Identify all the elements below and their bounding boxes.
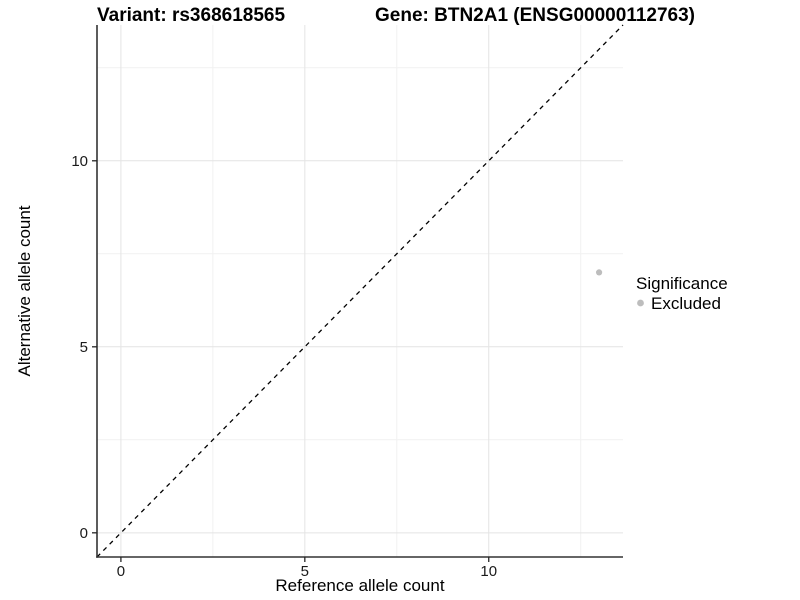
- plot-title-variant: Variant: rs368618565: [97, 5, 285, 26]
- identity-line: [96, 24, 624, 558]
- x-tick-label: 0: [117, 563, 125, 580]
- identity-reference-line: [96, 24, 624, 558]
- data-points: [595, 269, 603, 276]
- scatter-point: [595, 269, 603, 276]
- x-tick-label: 10: [480, 563, 497, 580]
- legend: Significance Excluded: [636, 274, 728, 313]
- y-tick-label: 0: [80, 525, 88, 542]
- legend-item-excluded: Excluded: [637, 294, 721, 313]
- gridlines-major: [97, 25, 623, 557]
- axis-lines: [96, 25, 623, 558]
- gridlines-minor: [97, 25, 623, 557]
- x-axis-title: Reference allele count: [275, 576, 444, 595]
- x-tick-label: 5: [301, 563, 309, 580]
- legend-point-icon: [637, 299, 644, 307]
- legend-title: Significance: [636, 274, 728, 293]
- tick-labels: 0 5 10 0 5 10: [71, 153, 497, 580]
- y-tick-label: 5: [80, 339, 88, 356]
- plot-title-gene: Gene: BTN2A1 (ENSG00000112763): [375, 5, 695, 26]
- tick-marks: [92, 160, 490, 562]
- y-axis-title: Alternative allele count: [15, 205, 34, 376]
- legend-item-label: Excluded: [651, 294, 721, 313]
- y-tick-label: 10: [71, 153, 88, 170]
